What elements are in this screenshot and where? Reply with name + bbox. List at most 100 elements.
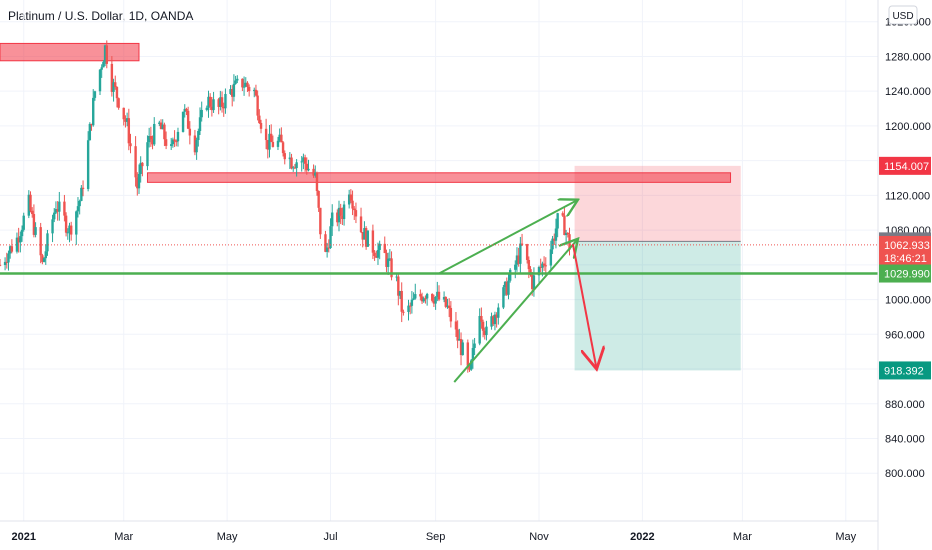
candle-body: [283, 153, 286, 160]
candle-body: [137, 173, 141, 189]
candle-body: [458, 339, 461, 341]
stop-loss-zone: [574, 165, 741, 242]
candle-body: [149, 136, 153, 140]
candle-body: [105, 45, 108, 64]
y-tick-label: 960.000: [885, 329, 925, 341]
candle-body: [419, 294, 422, 297]
candle-body: [434, 296, 437, 304]
candle-body: [541, 263, 544, 268]
candle-body: [371, 230, 375, 253]
candle-body: [110, 63, 114, 92]
y-tick-label: 880.000: [885, 399, 925, 411]
candle-body: [400, 290, 403, 312]
candle-body: [64, 215, 68, 233]
candle-body: [8, 246, 12, 254]
candle-body: [175, 141, 178, 143]
candle-body: [161, 124, 164, 130]
y-tick-label: 1280.000: [885, 51, 931, 63]
candle-body: [164, 139, 168, 146]
x-tick-label: Mar: [114, 531, 133, 543]
candle-body: [103, 45, 107, 62]
candle-body: [93, 91, 97, 98]
candle-body: [325, 247, 329, 252]
candle-body: [186, 110, 190, 129]
candle-body: [141, 162, 144, 167]
support-price-badge: [879, 264, 931, 283]
target-price-badge-text: 918.392: [884, 365, 924, 377]
candle-body: [193, 135, 197, 153]
candle-body: [224, 93, 227, 109]
candle-body: [390, 258, 393, 278]
candle-body: [436, 291, 439, 297]
candle-body: [171, 139, 175, 145]
candle-body: [539, 266, 542, 268]
currency-label: USD: [892, 11, 913, 22]
y-tick-label: 840.000: [885, 434, 925, 446]
candle-body: [188, 128, 192, 136]
candle-body: [490, 316, 493, 327]
stop-price-badge: [879, 156, 931, 175]
x-tick-label: Nov: [529, 531, 549, 543]
candle-body: [520, 243, 524, 245]
candle-body: [102, 61, 105, 68]
candle-body: [410, 299, 414, 306]
candle-body: [349, 194, 353, 201]
candle-body: [241, 78, 244, 88]
candle-body: [271, 141, 275, 147]
candle-body: [153, 123, 156, 145]
candle-body: [269, 133, 273, 142]
candle-body: [556, 213, 559, 229]
candle-body: [376, 249, 380, 258]
candle-body: [98, 69, 102, 92]
candle-body: [10, 246, 14, 252]
candle-body: [422, 298, 425, 302]
candle-body: [46, 233, 49, 252]
candle-body: [197, 131, 200, 141]
candle-body: [566, 232, 570, 235]
candle-body: [292, 167, 295, 169]
candle-body: [219, 97, 222, 107]
candle-body: [554, 228, 558, 241]
candle-body: [383, 243, 386, 253]
x-tick-label: 2021: [11, 531, 35, 543]
candle-body: [32, 214, 36, 235]
candle-body: [425, 293, 429, 299]
candle-body: [44, 251, 47, 259]
candle-body: [212, 99, 215, 111]
candle-body: [242, 86, 246, 88]
candle-body: [364, 228, 368, 247]
candle-body: [42, 258, 46, 262]
candle-body: [532, 275, 536, 290]
candle-body: [564, 232, 568, 236]
candle-body: [81, 187, 85, 189]
candle-body: [169, 144, 173, 146]
candle-body: [254, 89, 258, 96]
x-tick-label: May: [835, 531, 856, 543]
candle-body: [386, 258, 390, 267]
candle-body: [163, 124, 166, 140]
candle-body: [127, 118, 131, 144]
candle-body: [69, 225, 73, 235]
candle-body: [398, 290, 402, 296]
y-tick-label: 800.000: [885, 468, 925, 480]
candle-body: [122, 107, 125, 120]
candle-body: [341, 215, 344, 220]
candle-body: [146, 142, 149, 167]
candle-body: [531, 275, 534, 290]
candle-body: [483, 330, 486, 336]
candle-body: [208, 96, 212, 107]
candle-body: [3, 261, 7, 266]
candle-body: [347, 194, 351, 205]
candle-body: [470, 360, 473, 370]
candle-body: [86, 140, 90, 189]
candle-body: [266, 140, 270, 150]
candle-body: [312, 168, 315, 176]
candle-body: [551, 238, 554, 250]
candle-body: [305, 163, 308, 171]
candle-body: [247, 86, 251, 92]
candle-body: [388, 258, 392, 260]
candle-body: [112, 82, 115, 92]
current-price-badge: [879, 235, 931, 267]
candle-body: [134, 146, 137, 178]
